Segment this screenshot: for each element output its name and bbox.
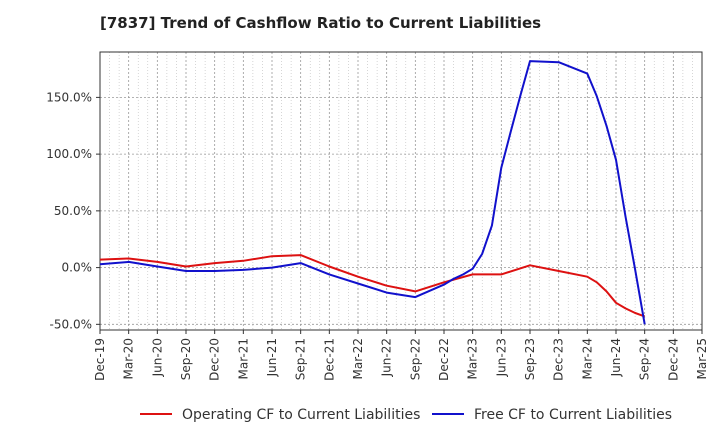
x-tick-label: Dec-23 [552, 338, 566, 381]
x-tick-label: Mar-23 [466, 338, 480, 379]
y-tick-label: 50.0% [54, 204, 92, 218]
x-tick-label: Sep-20 [179, 338, 193, 380]
legend-label-1: Operating CF to Current Liabilities [182, 407, 420, 423]
series-line-2 [99, 60, 646, 325]
x-tick-label: Jun-23 [494, 338, 508, 377]
x-tick-label: Dec-22 [437, 338, 451, 381]
y-tick-label: 100.0% [46, 147, 92, 161]
x-tick-label: Mar-24 [580, 338, 594, 379]
x-tick-label: Jun-24 [609, 338, 623, 377]
x-tick-label: Jun-21 [265, 338, 279, 377]
x-tick-label: Sep-24 [638, 338, 652, 380]
plot-frame [99, 51, 703, 331]
x-tick-label: Mar-25 [695, 338, 709, 379]
x-tick-label: Sep-23 [523, 338, 537, 380]
y-tick-label: -50.0% [50, 317, 92, 331]
x-tick-label: Mar-22 [351, 338, 365, 379]
x-tick-label: Jun-20 [150, 338, 164, 377]
plot-area [100, 52, 702, 330]
legend-label-2: Free CF to Current Liabilities [474, 407, 672, 423]
x-tick-label: Jun-22 [380, 338, 394, 377]
x-tick-label: Dec-24 [666, 338, 680, 381]
x-tick-label: Sep-21 [294, 338, 308, 380]
x-tick-label: Dec-21 [322, 338, 336, 381]
chart-title: [7837] Trend of Cashflow Ratio to Curren… [100, 14, 542, 32]
x-tick-label: Mar-20 [122, 338, 136, 379]
y-tick-label: 0.0% [62, 261, 93, 275]
y-tick-label: 150.0% [46, 90, 92, 104]
x-tick-label: Dec-20 [208, 338, 222, 381]
x-tick-label: Mar-21 [236, 338, 250, 379]
x-tick-label: Sep-22 [408, 338, 422, 380]
series-line-1 [99, 254, 646, 318]
x-tick-label: Dec-19 [93, 338, 107, 381]
